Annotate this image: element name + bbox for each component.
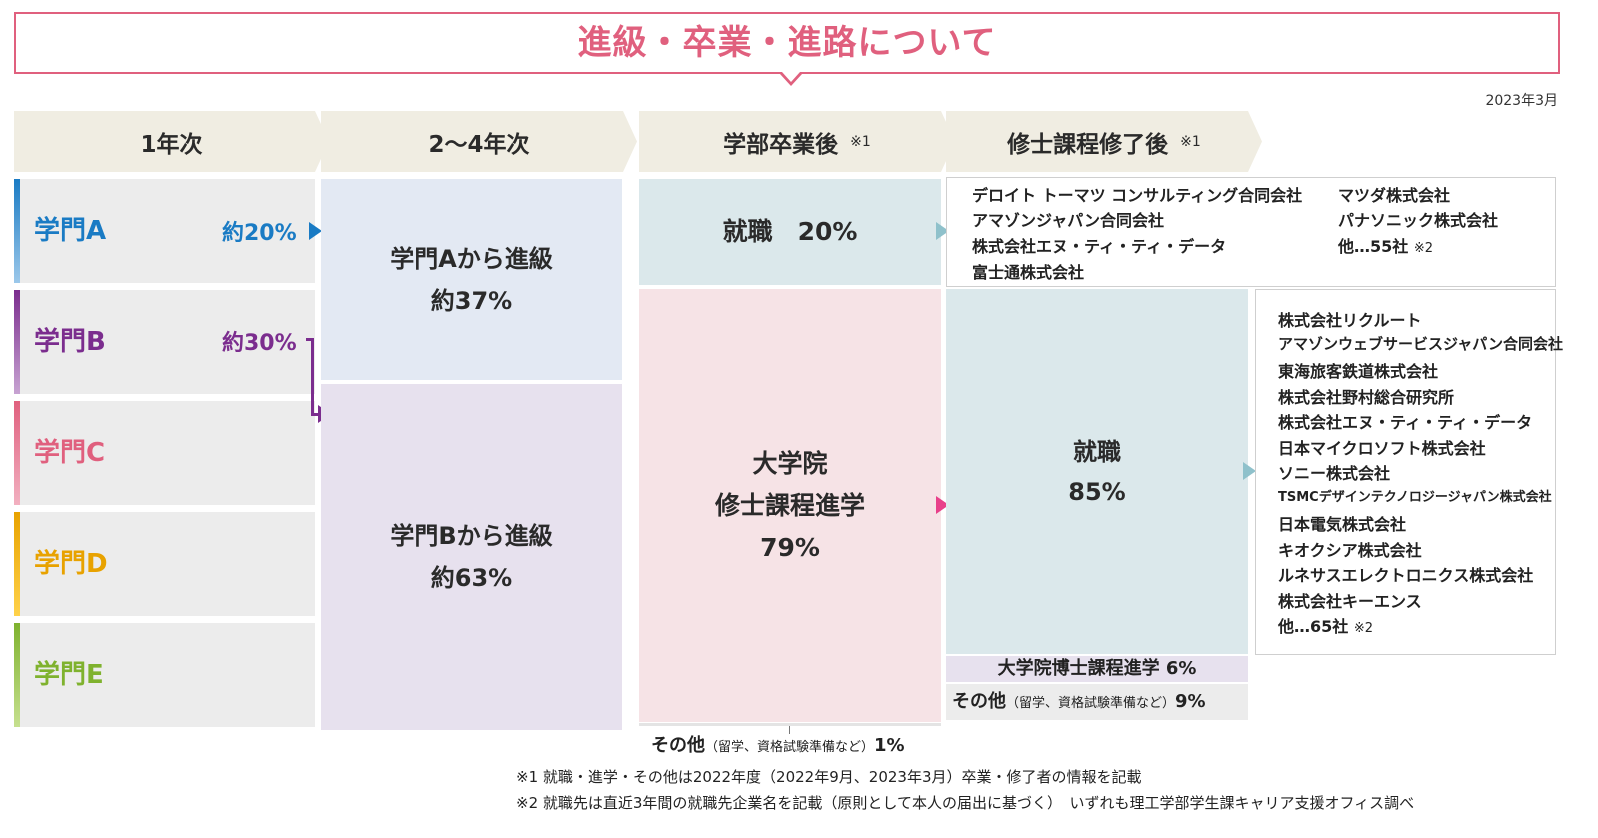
master-company-9: 日本電気株式会社 <box>1278 515 1407 534</box>
grad-company-2: アマゾンジャパン合同会社 <box>972 211 1165 230</box>
grad-other-detail: （留学、資格試験準備など） <box>705 740 875 755</box>
footnote-2: ※2 就職先は直近3年間の就職先企業名を記載（原則として本人の届出に基づく） い… <box>516 794 1415 812</box>
master-employment-box: 就職 85% <box>946 289 1248 654</box>
dept-a-name: 学門A <box>34 216 107 246</box>
master-company-4: 株式会社野村総合研究所 <box>1278 388 1455 407</box>
master-companies-more: 他…65社 ※2 <box>1278 613 1373 637</box>
dept-c-box <box>14 401 315 505</box>
master-company-2: アマゾンウェブサービスジャパン合同会社 <box>1278 335 1564 353</box>
dept-d-name: 学門D <box>34 549 108 579</box>
master-company-10: キオクシア株式会社 <box>1278 541 1422 560</box>
master-company-5: 株式会社エヌ・ティ・ティ・データ <box>1278 413 1533 432</box>
grad-other-tick <box>789 726 790 734</box>
master-other-main: その他 <box>952 691 1006 712</box>
grad-school-box: 大学院 修士課程進学 79% <box>639 289 941 722</box>
header-year2-4-label: 2〜4年次 <box>428 131 530 158</box>
grad-company-6: パナソニック株式会社 <box>1338 211 1499 230</box>
year2-from-b-pct: 約63% <box>430 564 513 592</box>
flow-b-connector-h2 <box>311 413 319 416</box>
flow-b-pct: 約30% <box>222 331 297 356</box>
master-doctoral-box: 大学院博士課程進学 6% <box>946 656 1248 682</box>
dept-b-bar <box>14 290 20 394</box>
dept-e-box <box>14 623 315 727</box>
grad-company-1: デロイト トーマツ コンサルティング合同会社 <box>972 186 1303 205</box>
flow-b-connector-v <box>311 338 314 416</box>
master-employment-pct: 85% <box>1068 477 1126 506</box>
master-companies-more-count: 他…65社 <box>1278 617 1349 636</box>
master-other-detail: （留学、資格試験準備など） <box>1006 696 1176 711</box>
footnote-1: ※1 就職・進学・その他は2022年度（2022年9月、2023年3月）卒業・修… <box>516 768 1142 786</box>
dept-d-bar <box>14 512 20 616</box>
master-company-12: 株式会社キーエンス <box>1278 592 1422 611</box>
year2-from-a-label: 学門Aから進級 <box>390 244 553 273</box>
header-after-master: 修士課程修了後 ※1 <box>946 111 1262 172</box>
master-employment-arrow-icon <box>1243 462 1256 480</box>
master-company-1: 株式会社リクルート <box>1278 311 1422 330</box>
header-after-master-note: ※1 <box>1180 133 1201 150</box>
grad-school-line1: 大学院 <box>752 448 828 478</box>
dept-b-box <box>14 290 315 394</box>
dept-c-name: 学門C <box>34 438 106 468</box>
grad-employment-arrow-icon <box>936 222 949 240</box>
grad-school-arrow-icon <box>936 496 949 514</box>
master-company-7: ソニー株式会社 <box>1278 464 1391 483</box>
master-other-pct: 9% <box>1175 691 1206 712</box>
master-company-6: 日本マイクロソフト株式会社 <box>1278 439 1486 458</box>
header-year1: 1年次 <box>14 111 329 172</box>
year2-from-a-pct: 約37% <box>430 286 513 315</box>
flow-b-connector-h <box>306 338 314 341</box>
grad-companies-more-count: 他…55社 <box>1338 237 1409 256</box>
grad-company-3: 株式会社エヌ・ティ・ティ・データ <box>972 237 1227 256</box>
grad-other-label: その他（留学、資格試験準備など）1% <box>651 731 905 757</box>
dept-a-box <box>14 179 315 283</box>
title-notch-inner <box>782 72 800 82</box>
grad-companies-more-note: ※2 <box>1413 241 1434 256</box>
master-company-3: 東海旅客鉄道株式会社 <box>1278 362 1439 381</box>
header-after-master-label: 修士課程修了後 <box>1007 131 1169 158</box>
year2-from-b-box: 学門Bから進級 約63% <box>321 384 622 730</box>
flow-a-pct: 約20% <box>222 221 297 246</box>
dept-d-box <box>14 512 315 616</box>
master-companies-more-note: ※2 <box>1353 621 1374 636</box>
header-year2-4: 2〜4年次 <box>321 111 637 172</box>
master-company-11: ルネサスエレクトロニクス株式会社 <box>1278 566 1534 585</box>
master-doctoral-label: 大学院博士課程進学 <box>997 658 1160 679</box>
grad-companies-more: 他…55社 ※2 <box>1338 233 1433 257</box>
page-title: 進級・卒業・進路について <box>577 23 997 63</box>
master-employment-label: 就職 <box>1073 437 1121 466</box>
master-doctoral-pct: 6% <box>1165 658 1197 679</box>
master-companies-box <box>1255 289 1556 655</box>
grad-other-pct: 1% <box>874 735 905 756</box>
dept-e-name: 学門E <box>34 660 104 690</box>
dept-c-bar <box>14 401 20 505</box>
year2-from-a-box: 学門Aから進級 約37% <box>321 179 622 380</box>
grad-school-line2: 修士課程進学 <box>714 490 865 520</box>
master-company-8: TSMCデザインテクノロジージャパン株式会社 <box>1278 490 1552 505</box>
grad-company-5: マツダ株式会社 <box>1338 186 1451 205</box>
dept-b-name: 学門B <box>34 327 106 357</box>
dept-a-bar <box>14 179 20 283</box>
grad-employment-label: 就職 20% <box>722 217 858 246</box>
grad-other-bar <box>639 723 941 726</box>
grad-companies-box <box>946 177 1556 287</box>
date-label: 2023年3月 <box>1485 93 1558 109</box>
master-other-box: その他（留学、資格試験準備など）9% <box>946 684 1248 720</box>
header-after-grad-note: ※1 <box>850 133 871 150</box>
grad-employment-box: 就職 20% <box>639 179 941 285</box>
grad-company-4: 富士通株式会社 <box>972 263 1085 282</box>
grad-other-main: その他 <box>651 735 705 756</box>
year2-from-b-label: 学門Bから進級 <box>390 522 553 550</box>
header-after-grad-label: 学部卒業後 <box>723 131 839 158</box>
dept-e-bar <box>14 623 20 727</box>
header-after-grad: 学部卒業後 ※1 <box>639 111 955 172</box>
header-year1-label: 1年次 <box>140 131 203 158</box>
flow-a-arrow-icon <box>309 222 322 240</box>
grad-school-pct: 79% <box>760 532 820 562</box>
